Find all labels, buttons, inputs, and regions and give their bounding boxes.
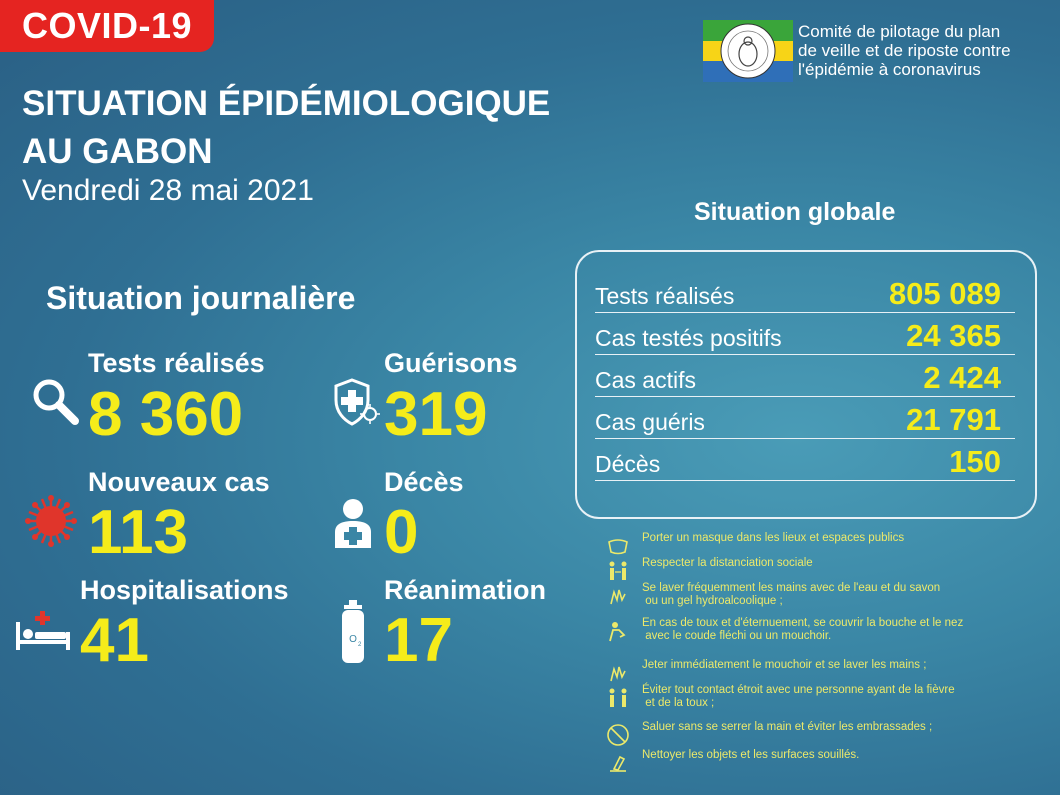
global-row-value: 24 365: [906, 318, 1001, 353]
tip-text: Se laver fréquemment les mains avec de l…: [642, 582, 941, 607]
recoveries-label: Guérisons: [384, 348, 518, 378]
tip-text: Saluer sans se serrer la main et éviter …: [642, 721, 933, 733]
committee-line-1: Comité de pilotage du plan: [798, 22, 1001, 41]
hospital-bed-icon: [16, 611, 70, 650]
tests-label: Tests réalisés: [88, 348, 265, 378]
tip-item: Porter un masque dans les lieux et espac…: [606, 532, 1056, 562]
gabon-emblem-logo: [703, 20, 793, 82]
distance-icon: [609, 561, 627, 580]
no-handshake-icon: [607, 724, 629, 746]
page-title: SITUATION ÉPIDÉMIOLOGIQUE AU GABON: [22, 80, 550, 176]
icu-label: Réanimation: [384, 575, 547, 605]
magnifier-icon: [33, 379, 79, 425]
mask-icon: [608, 539, 628, 555]
covid-badge: COVID-19: [0, 0, 214, 52]
recoveries-value: 319: [384, 380, 488, 449]
hospital-value: 41: [80, 606, 149, 675]
global-row-label: Décès: [595, 451, 661, 477]
clean-surface-icon: [610, 755, 626, 772]
global-row-label: Tests réalisés: [595, 283, 735, 309]
global-row-value: 21 791: [906, 402, 1001, 437]
committee-name: Comité de pilotage du plan de veille et …: [798, 22, 1011, 79]
tip-text: Jeter immédiatement le mouchoir et se la…: [642, 659, 927, 671]
new-cases-value: 113: [88, 498, 189, 567]
global-heading: Situation globale: [694, 198, 896, 226]
daily-heading: Situation journalière: [46, 280, 356, 316]
title-line-2: AU GABON: [22, 132, 213, 171]
global-row-label: Cas guéris: [595, 409, 705, 435]
tip-item: En cas de toux et d'éternuement, se couv…: [606, 617, 1056, 647]
tip-item: Nettoyer les objets et les surfaces soui…: [606, 749, 1056, 779]
tissue-icon: [610, 666, 626, 682]
tip-item: Saluer sans se serrer la main et éviter …: [606, 721, 1056, 751]
committee-line-3: l'épidémie à coronavirus: [798, 60, 981, 79]
wash-hands-icon: [610, 589, 626, 605]
global-row-label: Cas actifs: [595, 367, 696, 393]
deaths-label: Décès: [384, 467, 464, 497]
global-row-value: 150: [949, 444, 1001, 479]
global-stats-box: Tests réalisés 805 089 Cas testés positi…: [575, 250, 1037, 519]
tip-item: Éviter tout contact étroit avec une pers…: [606, 684, 1056, 714]
report-date: Vendredi 28 mai 2021: [22, 174, 314, 207]
tip-text: Porter un masque dans les lieux et espac…: [642, 532, 905, 544]
global-row-label: Cas testés positifs: [595, 325, 782, 351]
new-cases-label: Nouveaux cas: [88, 467, 270, 497]
hospital-label: Hospitalisations: [80, 575, 289, 605]
svg-text:O: O: [349, 634, 357, 645]
tip-text: Éviter tout contact étroit avec une pers…: [642, 684, 955, 709]
global-row: Tests réalisés 805 089: [595, 272, 1015, 313]
tip-item: Se laver fréquemment les mains avec de l…: [606, 582, 1056, 612]
deaths-value: 0: [384, 498, 419, 567]
avoid-contact-icon: [609, 688, 627, 707]
global-row-value: 2 424: [923, 360, 1001, 395]
global-row: Cas testés positifs 24 365: [595, 314, 1015, 355]
tip-text: En cas de toux et d'éternuement, se couv…: [642, 617, 964, 642]
svg-text:2: 2: [358, 642, 362, 648]
icu-value: 17: [384, 606, 453, 675]
committee-line-2: de veille et de riposte contre: [798, 41, 1011, 60]
sneeze-elbow-icon: [609, 622, 626, 642]
oxygen-tank-icon: O 2: [342, 600, 364, 663]
global-row: Cas guéris 21 791: [595, 398, 1015, 439]
title-line-1: SITUATION ÉPIDÉMIOLOGIQUE: [22, 84, 551, 123]
shield-virus-icon: [334, 378, 380, 426]
global-row-value: 805 089: [888, 276, 1001, 311]
tip-item: Jeter immédiatement le mouchoir et se la…: [606, 659, 1056, 689]
tip-item: Respecter la distanciation sociale: [606, 557, 1056, 587]
tests-value: 8 360: [88, 380, 244, 449]
tip-text: Respecter la distanciation sociale: [642, 557, 813, 569]
person-cross-icon: [335, 499, 371, 548]
global-row: Décès 150: [595, 440, 1015, 481]
virus-icon: [25, 495, 77, 547]
tip-text: Nettoyer les objets et les surfaces soui…: [642, 749, 860, 761]
global-row: Cas actifs 2 424: [595, 356, 1015, 397]
